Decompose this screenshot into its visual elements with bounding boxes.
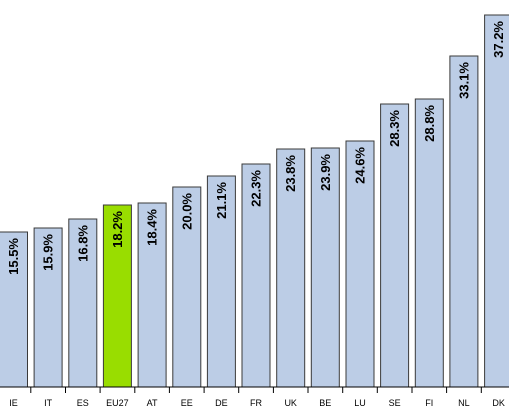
bar-nl <box>449 55 479 388</box>
x-tick-label-uk: UK <box>284 398 297 408</box>
value-label-lu: 24.6% <box>353 147 368 184</box>
value-label-eu27: 18.2% <box>110 211 125 248</box>
bar-fr <box>241 163 271 388</box>
value-label-es: 16.8% <box>75 225 90 262</box>
bar-be <box>310 147 340 388</box>
x-tick-label-it: IT <box>44 398 53 408</box>
bar-at <box>137 202 167 388</box>
value-label-se: 28.3% <box>387 110 402 147</box>
bar-de <box>206 175 236 388</box>
value-label-dk: 37.2% <box>491 21 506 58</box>
x-tick-label-be: BE <box>319 398 331 408</box>
bar-ie <box>0 231 28 388</box>
value-label-ee: 20.0% <box>179 193 194 230</box>
x-ticks-group <box>30 387 482 393</box>
bar-ee <box>172 186 202 388</box>
bars-group <box>0 14 509 388</box>
value-labels-group: 15.5% 15.9% 16.8% 18.2% 18.4% 20.0% 21.1% 22.3%… <box>6 21 506 275</box>
value-label-it: 15.9% <box>41 234 56 271</box>
bar-lu <box>345 140 375 388</box>
bar-se <box>380 103 410 388</box>
value-label-ie: 15.5% <box>6 238 21 275</box>
value-label-nl: 33.1% <box>456 62 471 99</box>
value-label-fr: 22.3% <box>249 170 264 207</box>
x-tick-label-ee: EE <box>181 398 193 408</box>
bar-uk <box>276 148 306 388</box>
x-tick-label-lu: LU <box>354 398 366 408</box>
value-label-be: 23.9% <box>318 154 333 191</box>
x-tick-label-nl: NL <box>458 398 470 408</box>
x-tick-labels-group: IE IT ES EU27 AT EE DE FR UK BE LU SE FI NL DK <box>9 398 505 408</box>
value-label-at: 18.4% <box>145 209 160 246</box>
x-tick-label-se: SE <box>389 398 401 408</box>
value-label-de: 21.1% <box>214 182 229 219</box>
x-tick-label-de: DE <box>215 398 228 408</box>
value-label-uk: 23.8% <box>283 155 298 192</box>
x-tick-label-fi: FI <box>425 398 433 408</box>
value-label-fi: 28.8% <box>422 105 437 142</box>
bar-eu27 <box>102 204 132 388</box>
x-tick-label-dk: DK <box>492 398 505 408</box>
x-tick-label-ie: IE <box>9 398 18 408</box>
x-tick-label-es: ES <box>77 398 89 408</box>
x-tick-label-fr: FR <box>250 398 262 408</box>
bar-fi <box>414 98 444 388</box>
x-tick-label-eu27: EU27 <box>106 398 129 408</box>
bar-dk <box>484 14 509 388</box>
bar-it <box>33 227 63 388</box>
x-tick-label-at: AT <box>147 398 158 408</box>
